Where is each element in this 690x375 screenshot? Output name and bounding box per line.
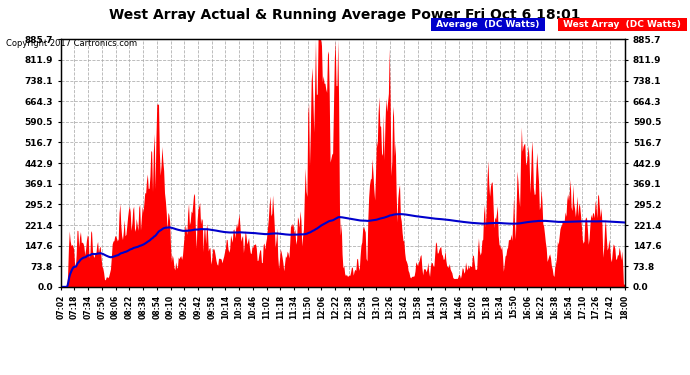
Text: West Array  (DC Watts): West Array (DC Watts) xyxy=(560,20,684,29)
Text: West Array Actual & Running Average Power Fri Oct 6 18:01: West Array Actual & Running Average Powe… xyxy=(109,8,581,22)
Text: Average  (DC Watts): Average (DC Watts) xyxy=(433,20,543,29)
Text: Copyright 2017 Cartronics.com: Copyright 2017 Cartronics.com xyxy=(6,39,137,48)
